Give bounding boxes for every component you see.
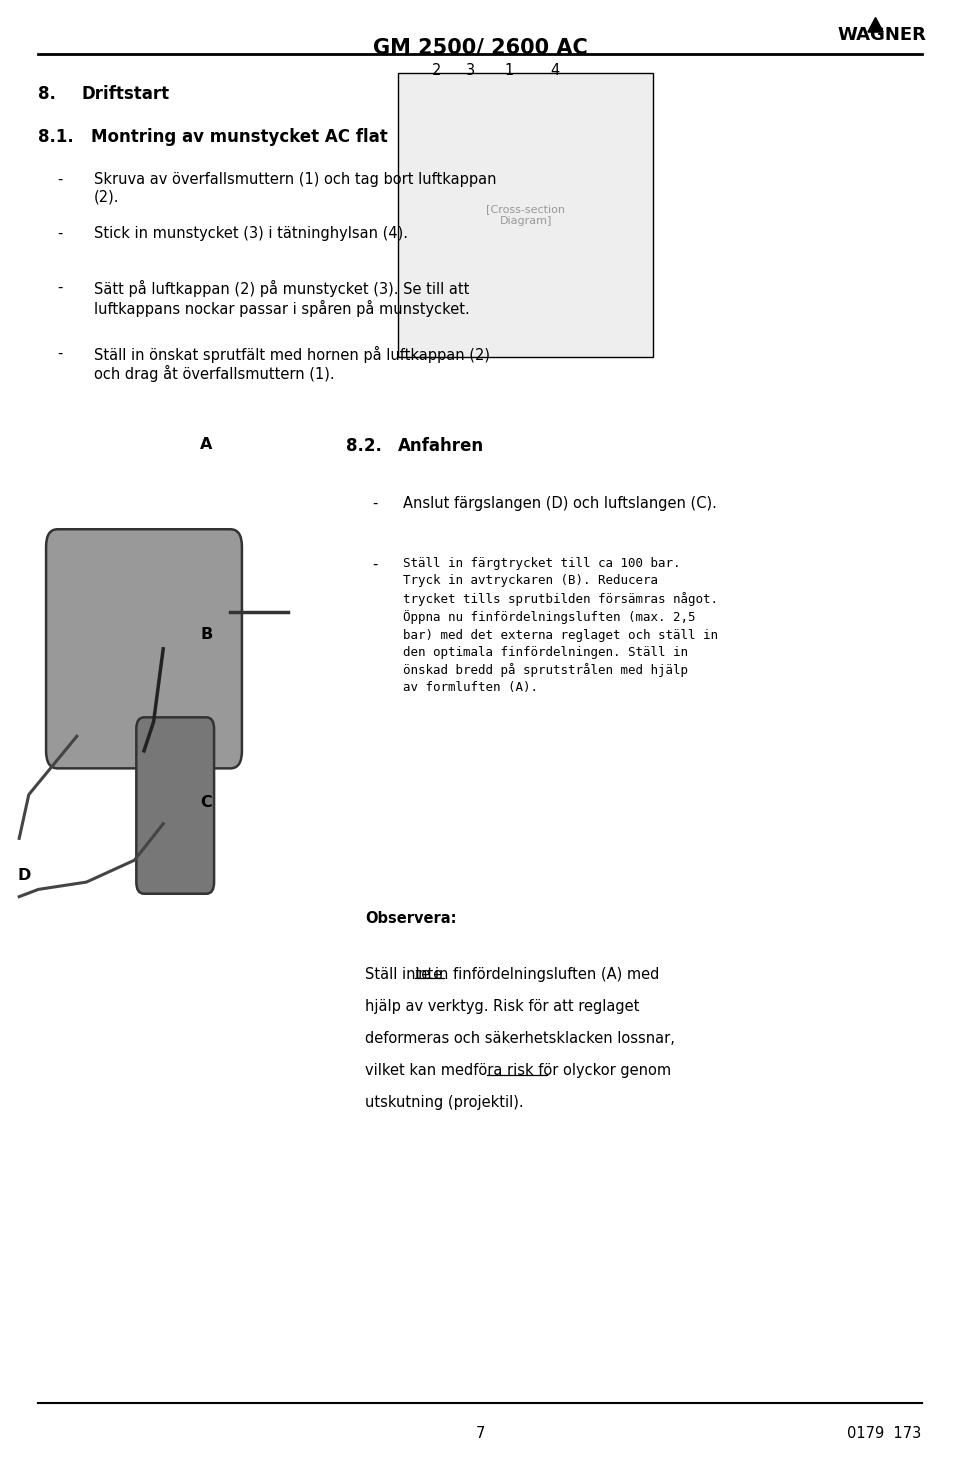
Text: Skruva av överfallsmuttern (1) och tag bort luftkappan
(2).: Skruva av överfallsmuttern (1) och tag b…	[94, 172, 496, 204]
Text: vilket kan medföra risk för olyckor genom: vilket kan medföra risk för olyckor geno…	[365, 1063, 671, 1077]
Text: inte: inte	[415, 967, 443, 981]
Text: deformeras och säkerhetsklacken lossnar,: deformeras och säkerhetsklacken lossnar,	[365, 1031, 675, 1045]
Text: -: -	[58, 226, 63, 241]
Text: Ställ inte in finfördelningsluften (A) med: Ställ inte in finfördelningsluften (A) m…	[365, 967, 660, 981]
Text: 4: 4	[550, 63, 560, 77]
Text: B: B	[201, 627, 212, 642]
Text: 7: 7	[475, 1426, 485, 1441]
Text: hjälp av verktyg. Risk för att reglaget: hjälp av verktyg. Risk för att reglaget	[365, 999, 639, 1013]
Text: 8.: 8.	[38, 85, 57, 102]
Text: Driftstart: Driftstart	[82, 85, 170, 102]
Text: -: -	[58, 280, 63, 295]
Text: Stick in munstycket (3) i tätninghylsan (4).: Stick in munstycket (3) i tätninghylsan …	[94, 226, 408, 241]
Text: 8.1.: 8.1.	[38, 128, 74, 146]
Text: Anslut färgslangen (D) och luftslangen (C).: Anslut färgslangen (D) och luftslangen (…	[403, 496, 717, 510]
Text: -: -	[372, 496, 378, 510]
Text: 8.2.: 8.2.	[346, 437, 381, 455]
Text: utskutning (projektil).: utskutning (projektil).	[365, 1095, 523, 1110]
Text: -: -	[58, 346, 63, 360]
FancyBboxPatch shape	[136, 717, 214, 894]
Text: Sätt på luftkappan (2) på munstycket (3). Se till att
luftkappans nockar passar : Sätt på luftkappan (2) på munstycket (3)…	[94, 280, 469, 316]
FancyBboxPatch shape	[19, 467, 312, 897]
Polygon shape	[868, 17, 883, 32]
Text: Anfahren: Anfahren	[398, 437, 485, 455]
Text: D: D	[17, 868, 31, 882]
Text: 1: 1	[504, 63, 514, 77]
FancyBboxPatch shape	[398, 73, 653, 357]
Text: A: A	[201, 437, 212, 452]
Text: Ställ in färgtrycket till ca 100 bar.
Tryck in avtryckaren (B). Reducera
trycket: Ställ in färgtrycket till ca 100 bar. Tr…	[403, 557, 718, 694]
Text: -: -	[372, 557, 378, 572]
Text: Ställ in önskat sprutfält med hornen på luftkappan (2)
och drag åt överfallsmutt: Ställ in önskat sprutfält med hornen på …	[94, 346, 490, 382]
Text: GM 2500/ 2600 AC: GM 2500/ 2600 AC	[372, 38, 588, 58]
Text: -: -	[58, 172, 63, 187]
Text: 3: 3	[466, 63, 475, 77]
Text: Montring av munstycket AC flat: Montring av munstycket AC flat	[91, 128, 388, 146]
FancyBboxPatch shape	[46, 529, 242, 768]
Text: Observera:: Observera:	[365, 911, 456, 926]
Text: [Cross-section
Diagram]: [Cross-section Diagram]	[486, 204, 565, 226]
Text: WAGNER: WAGNER	[837, 26, 926, 44]
Text: C: C	[201, 795, 212, 809]
Text: 0179  173: 0179 173	[848, 1426, 922, 1441]
Text: 2: 2	[432, 63, 442, 77]
